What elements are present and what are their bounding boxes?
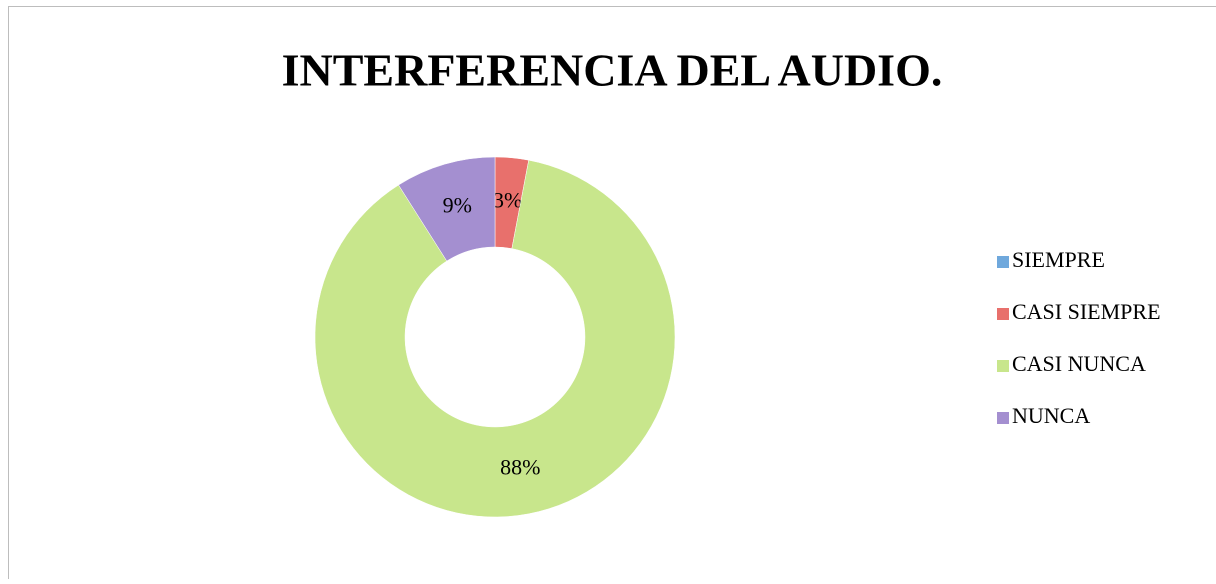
data-label: 9% (443, 192, 472, 217)
legend-swatch (997, 412, 1009, 424)
legend-label: SIEMPRE (1012, 247, 1105, 272)
chart-title: INTERFERENCIA DEL AUDIO. (282, 45, 943, 96)
data-label: 88% (500, 455, 540, 480)
legend-swatch (997, 256, 1009, 268)
legend-swatch (997, 308, 1009, 320)
data-label: 3% (493, 188, 522, 213)
legend-label: CASI SIEMPRE (1012, 299, 1161, 324)
legend-label: NUNCA (1012, 403, 1090, 428)
legend-swatch (997, 360, 1009, 372)
legend-label: CASI NUNCA (1012, 351, 1146, 376)
